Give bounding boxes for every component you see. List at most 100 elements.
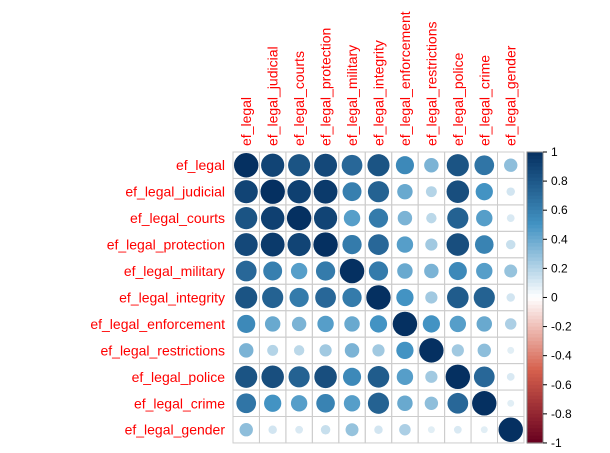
colorbar-segment [527, 435, 543, 440]
correlation-circle [506, 214, 515, 222]
colorbar-segment [527, 162, 543, 168]
correlation-circle [449, 315, 467, 333]
correlation-circle [474, 155, 495, 176]
correlation-circle [507, 399, 515, 407]
correlation-circle [453, 425, 462, 434]
correlation-circle [504, 158, 518, 172]
correlation-circle [314, 153, 338, 177]
colorbar-segment [527, 181, 543, 186]
correlation-circle [477, 343, 491, 358]
correlation-circle [341, 154, 363, 176]
correlation-circle [396, 288, 414, 307]
correlation-circle [374, 425, 383, 434]
correlation-circle [313, 232, 338, 257]
correlation-circle [506, 372, 515, 381]
column-label: ef_legal_military [344, 45, 360, 146]
correlation-circle [267, 344, 279, 356]
correlation-circle [473, 366, 495, 388]
correlation-circle [368, 234, 389, 255]
colorbar-segment [527, 406, 543, 411]
correlation-circle [317, 315, 334, 333]
column-label: ef_legal_courts [291, 51, 307, 146]
correlation-circle [343, 209, 361, 227]
colorbar-segment [527, 333, 543, 339]
correlation-circle [262, 286, 284, 309]
correlation-circle [235, 207, 258, 230]
colorbar-segment [527, 315, 543, 320]
correlation-circle [425, 370, 438, 383]
colorbar-segment [527, 232, 543, 237]
correlation-circle [342, 234, 362, 255]
correlation-circle [367, 392, 390, 414]
colorbar-segment [527, 377, 543, 382]
colorbar-segment [527, 362, 543, 368]
correlation-circle [424, 396, 439, 410]
correlation-circle [238, 343, 254, 358]
correlation-circle [319, 344, 332, 357]
grid [232, 151, 525, 444]
correlation-circle [234, 180, 258, 204]
correlation-circle [473, 286, 495, 309]
correlation-circle [475, 183, 493, 201]
row-labels: ef_legal ef_legal_judicial ef_legal_courts… [90, 157, 225, 438]
column-label: ef_legal_judicial [265, 46, 281, 146]
correlation-circle [396, 368, 414, 386]
colorbar-segment [527, 312, 543, 317]
correlation-circle [235, 286, 258, 309]
row-label: ef_legal_courts [130, 210, 225, 226]
correlation-circle [476, 209, 493, 227]
correlation-circle [368, 261, 389, 281]
colorbar-tick-label: 0.4 [551, 232, 568, 246]
column-label: ef_legal_gender [503, 45, 519, 146]
colorbar-segment [527, 432, 543, 437]
colorbar-segment [527, 417, 543, 422]
colorbar-tick-label: -1 [551, 436, 562, 450]
colorbar-segment [527, 155, 543, 160]
colorbar-tick-label: -0.2 [551, 320, 572, 334]
correlation-circle [316, 393, 335, 413]
colorbar-segment [527, 439, 543, 444]
correlation-circle [446, 180, 470, 203]
correlation-circle [446, 233, 470, 256]
correlation-circle [447, 207, 469, 229]
colorbar-segment [527, 355, 543, 360]
colorbar-segment [527, 388, 543, 393]
correlation-circle [451, 344, 464, 357]
colorbar-segment [527, 322, 543, 328]
correlation-circle [472, 391, 497, 416]
colorbar-segment [527, 308, 543, 313]
correlation-circle [261, 153, 285, 177]
colorbar-segment [527, 253, 543, 259]
colorbar-segment [527, 275, 543, 280]
correlation-circle [505, 239, 516, 250]
correlation-circle [446, 154, 469, 177]
colorbar-segment [527, 352, 543, 357]
colorbar-segment [527, 330, 543, 335]
correlation-circle [422, 315, 441, 333]
correlation-circle [425, 186, 437, 198]
correlation-circle [264, 394, 282, 412]
correlation-circle [263, 261, 283, 281]
colorbar-segment [527, 424, 543, 430]
colorbar-segment [527, 239, 543, 244]
correlation-circle [397, 210, 413, 226]
colorbar-segment [527, 359, 543, 364]
correlation-circle [261, 365, 284, 389]
correlation-circle [288, 154, 311, 177]
correlation-circle [396, 341, 414, 360]
colorbar-segment [527, 410, 543, 415]
correlation-circle [342, 367, 362, 386]
correlation-circle [339, 258, 365, 284]
correlation-circle [424, 157, 439, 173]
colorbar-segment [527, 195, 543, 200]
correlation-circle [426, 212, 437, 224]
colorbar-segment [527, 192, 543, 197]
correlation-circle [368, 208, 389, 228]
colorbar-segment [527, 341, 543, 346]
correlation-circle [396, 236, 414, 253]
colorbar-segment [527, 199, 543, 204]
correlation-circle [480, 426, 488, 434]
correlation-circle [264, 316, 281, 332]
correlation-circle [367, 154, 390, 177]
